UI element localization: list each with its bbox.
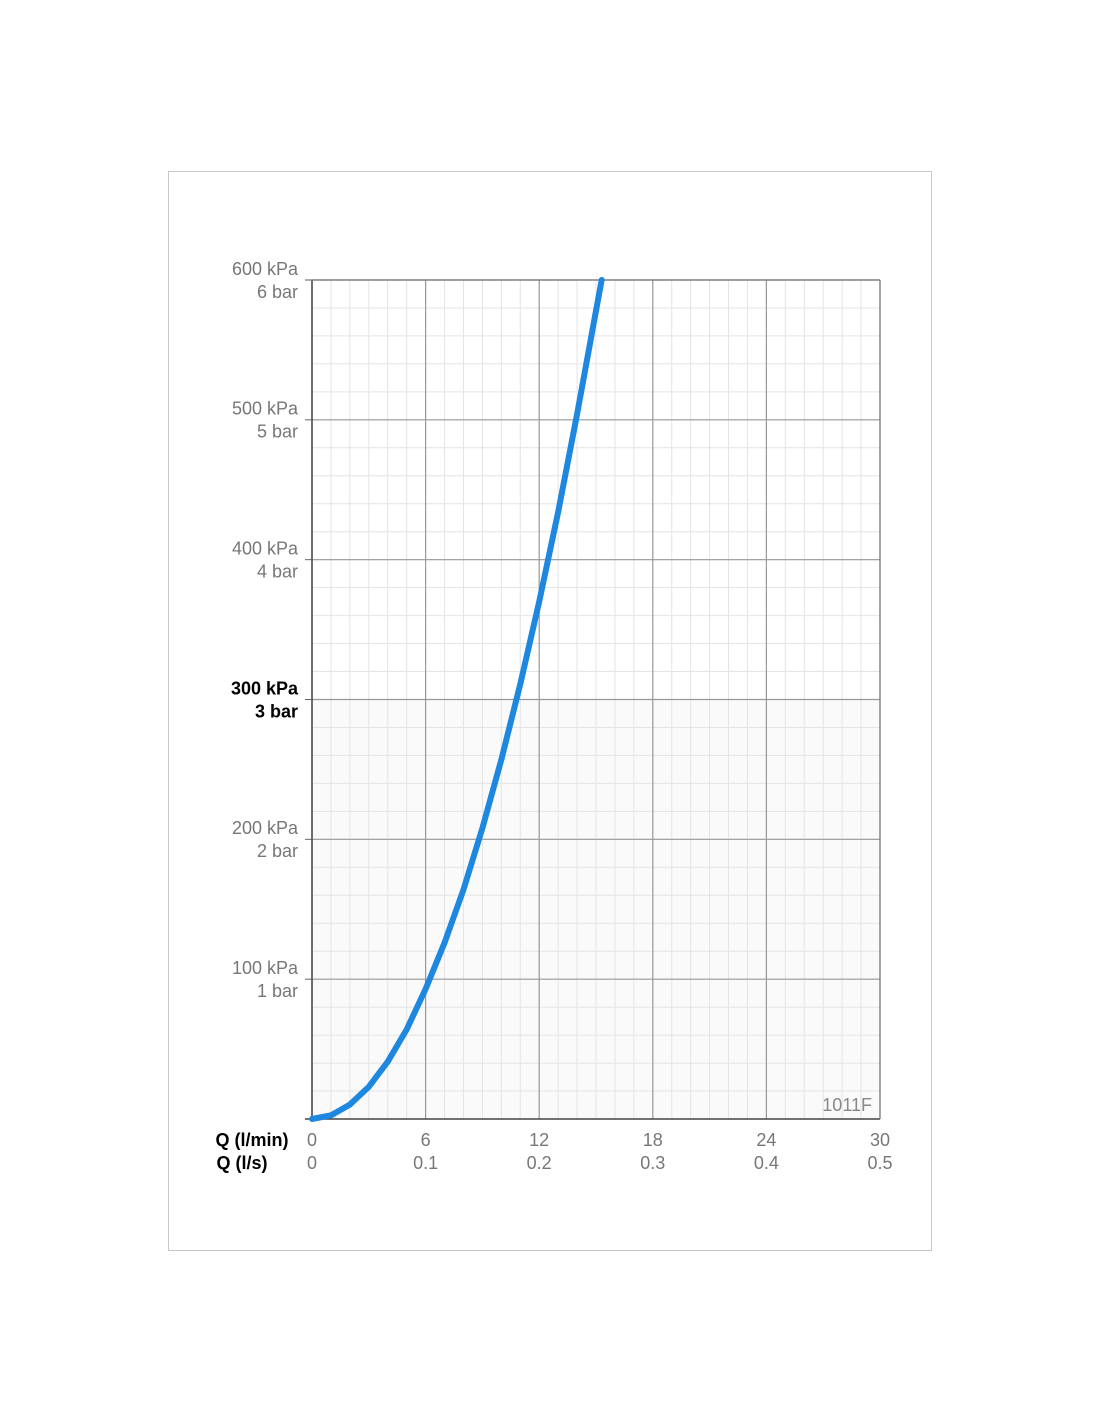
x2-tick-label: 0 xyxy=(307,1153,317,1173)
y-tick-label: 600 kPa xyxy=(232,259,299,279)
axis-title: Q (l/s) xyxy=(216,1153,267,1173)
y-tick-label: 400 kPa xyxy=(232,538,299,558)
y2-tick-label: 1 bar xyxy=(257,981,298,1001)
x-tick-label: 30 xyxy=(870,1130,890,1150)
y-tick-label: 200 kPa xyxy=(232,818,299,838)
axis-title: Q (l/min) xyxy=(216,1130,289,1150)
x-tick-label: 12 xyxy=(529,1130,549,1150)
y-tick-label: 300 kPa xyxy=(231,678,299,698)
annotation: 1011F xyxy=(822,1095,872,1115)
y2-tick-label: 5 bar xyxy=(257,422,298,442)
x2-tick-label: 0.4 xyxy=(754,1153,779,1173)
y2-tick-label: 6 bar xyxy=(257,282,298,302)
x2-tick-label: 0.5 xyxy=(867,1153,892,1173)
y2-tick-label: 4 bar xyxy=(257,561,298,581)
y2-tick-label: 2 bar xyxy=(257,841,298,861)
y-tick-label: 500 kPa xyxy=(232,399,299,419)
x2-tick-label: 0.2 xyxy=(527,1153,552,1173)
x2-tick-label: 0.3 xyxy=(640,1153,665,1173)
x-tick-label: 24 xyxy=(756,1130,776,1150)
x-tick-label: 18 xyxy=(643,1130,663,1150)
y2-tick-label: 3 bar xyxy=(255,701,298,721)
y-tick-label: 100 kPa xyxy=(232,958,299,978)
x-tick-label: 0 xyxy=(307,1130,317,1150)
x2-tick-label: 0.1 xyxy=(413,1153,438,1173)
series-line xyxy=(309,277,605,1122)
x-tick-label: 6 xyxy=(421,1130,431,1150)
